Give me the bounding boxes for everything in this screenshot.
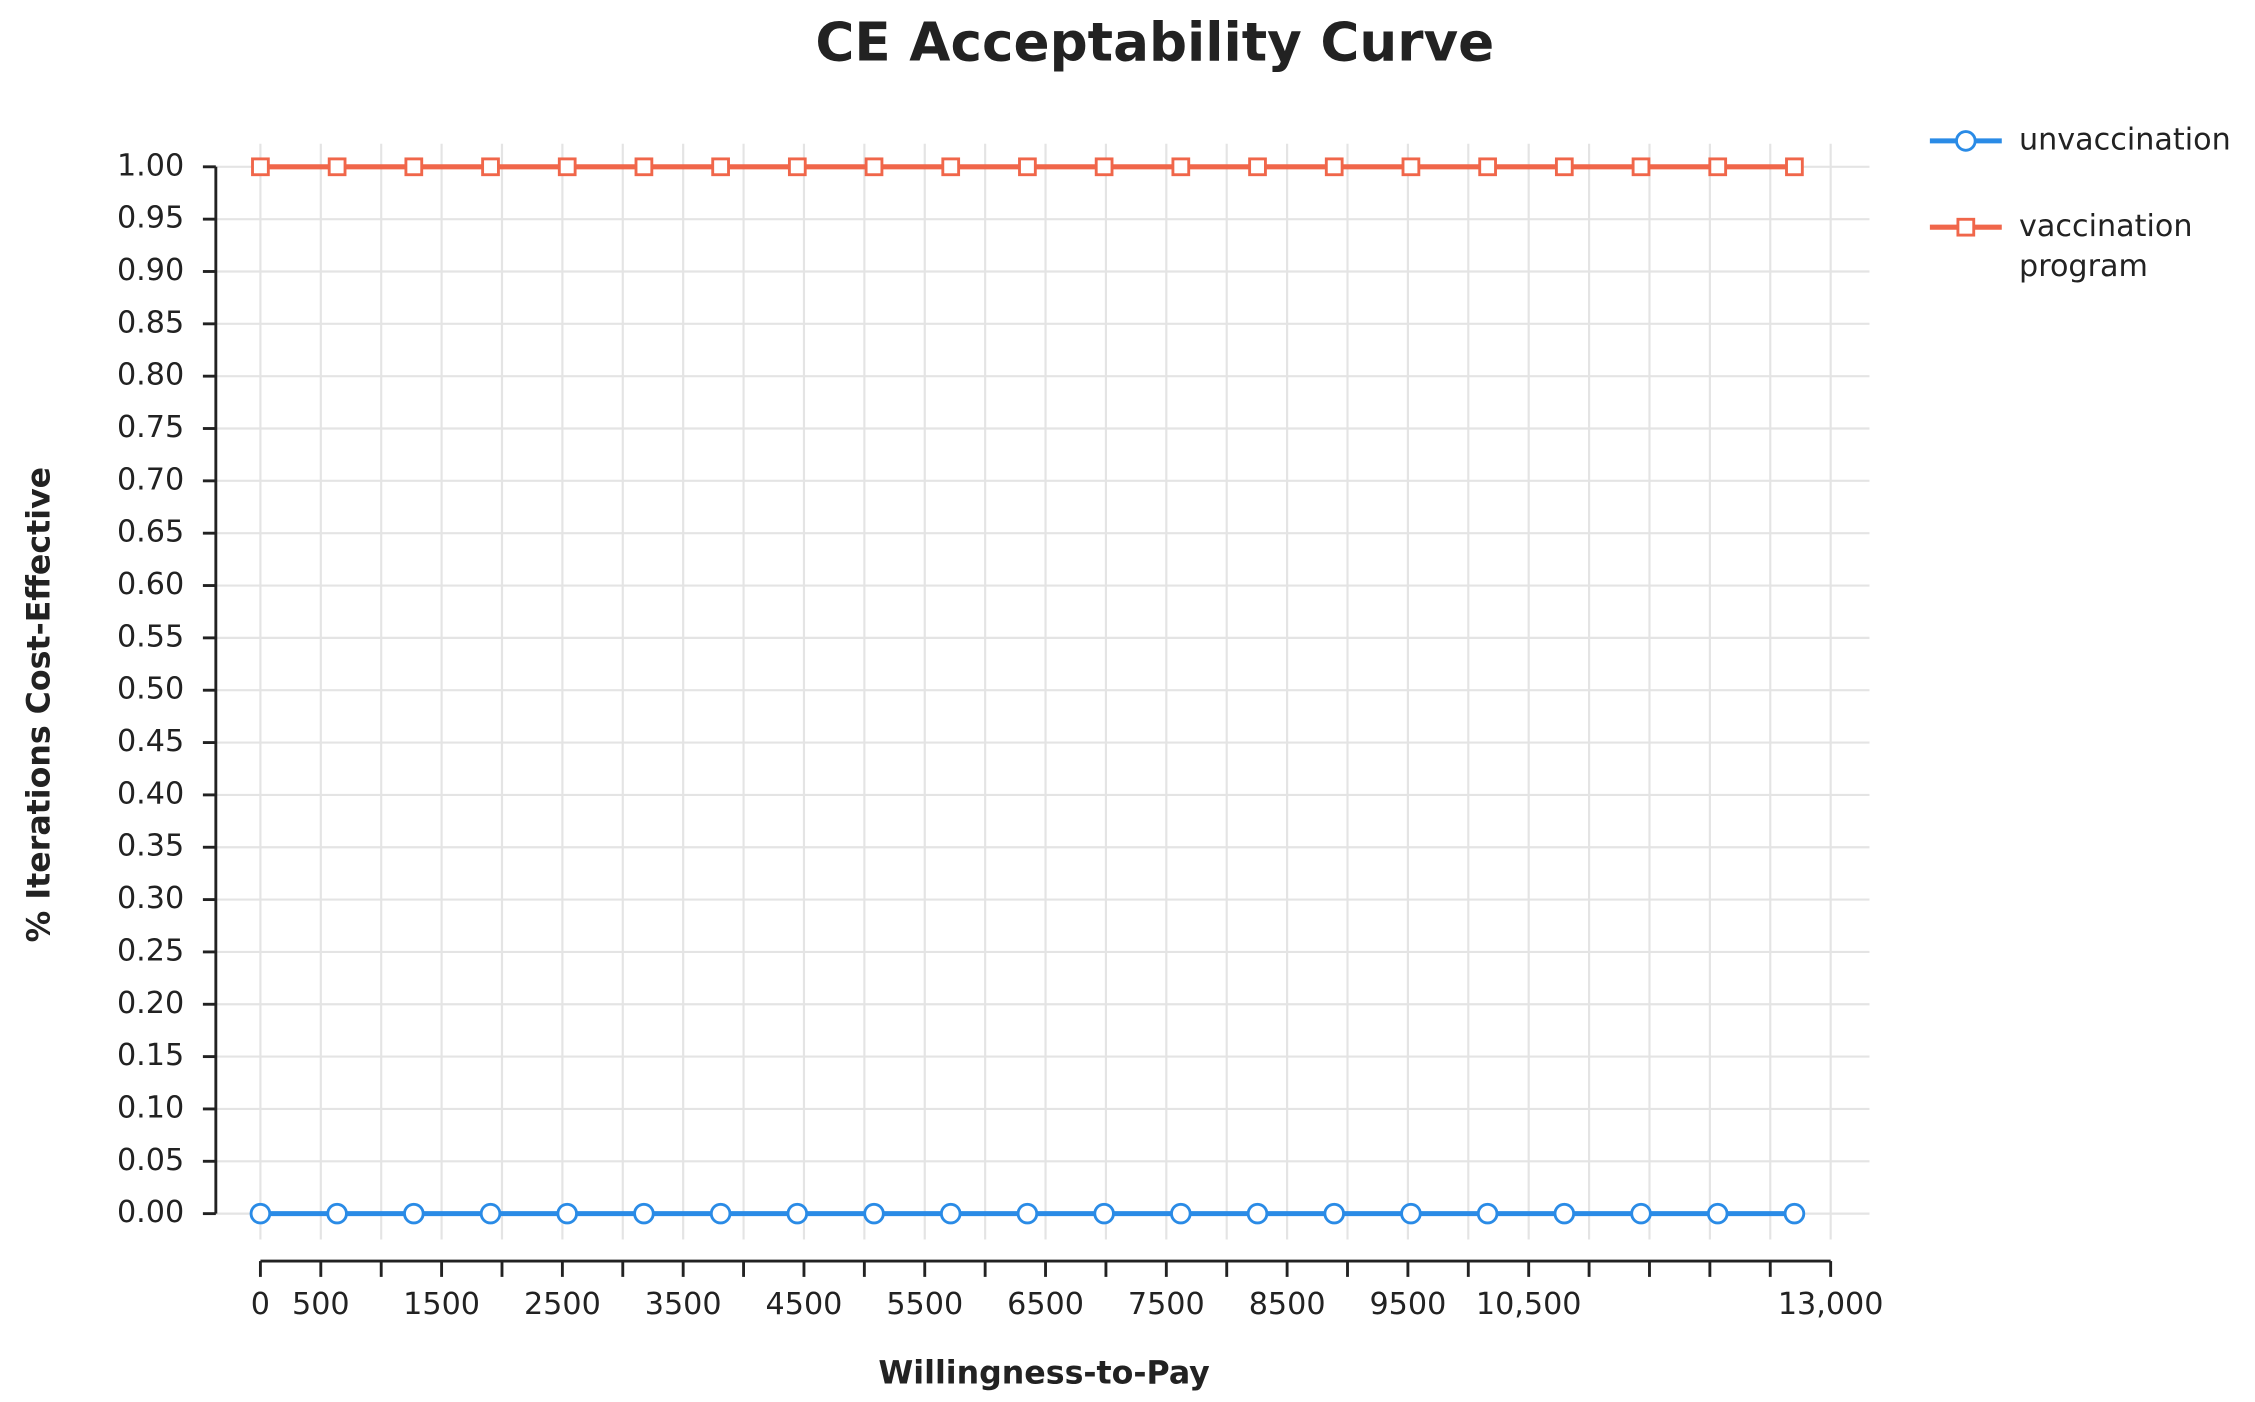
y-tick-label: 1.00 xyxy=(117,148,184,183)
marker xyxy=(1554,157,1574,177)
y-tick-label: 0.20 xyxy=(117,986,184,1021)
marker xyxy=(481,157,500,177)
marker xyxy=(1630,1202,1652,1225)
y-tick-label: 0.95 xyxy=(117,201,184,236)
legend-label: unvaccination xyxy=(2019,122,2231,157)
marker xyxy=(1706,1202,1729,1225)
x-tick-label: 7500 xyxy=(1128,1287,1205,1322)
y-tick-label: 0.80 xyxy=(117,358,184,393)
marker xyxy=(326,1202,348,1225)
y-tick-label: 0.10 xyxy=(117,1090,184,1125)
x-tick-label: 10,500 xyxy=(1476,1287,1582,1322)
marker xyxy=(633,1202,655,1225)
marker xyxy=(251,157,270,177)
x-axis-label: Willingness-to-Pay xyxy=(878,1356,1210,1392)
marker xyxy=(1956,217,1976,237)
marker xyxy=(479,1202,502,1225)
x-tick-label: 6500 xyxy=(1007,1287,1084,1322)
marker xyxy=(1400,1202,1422,1225)
plot xyxy=(249,157,1806,1225)
marker xyxy=(634,157,654,177)
marker xyxy=(864,157,884,177)
marker xyxy=(1323,1202,1346,1225)
y-tick-label: 0.70 xyxy=(117,462,184,497)
marker xyxy=(1094,157,1114,177)
marker xyxy=(327,157,347,177)
marker xyxy=(1246,1202,1269,1225)
marker xyxy=(939,1202,962,1225)
marker xyxy=(1170,1202,1192,1225)
marker xyxy=(1783,1202,1806,1225)
marker xyxy=(403,1202,425,1225)
y-tick-label: 0.25 xyxy=(117,933,184,968)
y-tick-label: 0.45 xyxy=(117,724,184,759)
x-tick-label: 2500 xyxy=(524,1287,601,1322)
chart-title: CE Acceptability Curve xyxy=(815,12,1494,74)
marker xyxy=(711,157,730,177)
x-tick-label: 500 xyxy=(292,1287,350,1322)
marker xyxy=(863,1202,885,1225)
marker xyxy=(1478,157,1497,177)
y-tick-label: 0.55 xyxy=(117,619,184,654)
x-tick-label: 9500 xyxy=(1369,1287,1446,1322)
marker xyxy=(1248,157,1267,177)
legend-entry: vaccination program xyxy=(2019,208,2193,284)
y-tick-label: 0.50 xyxy=(117,672,184,707)
marker xyxy=(1785,157,1804,177)
marker xyxy=(249,1202,272,1225)
axes: 0.00 0.05 0.10 0.15 0.20 0.25 0.30 0.35 0.40 0.45… xyxy=(117,148,1883,1322)
marker xyxy=(1171,157,1191,177)
y-tick-label: 0.15 xyxy=(117,1038,184,1073)
legend: unvaccination vaccination program xyxy=(1929,122,2231,284)
y-tick-label: 0.05 xyxy=(117,1143,184,1178)
y-tick-label: 0.85 xyxy=(117,305,184,340)
y-tick-label: 0.75 xyxy=(117,410,184,445)
marker xyxy=(709,1202,732,1225)
y-tick-label: 0.00 xyxy=(117,1195,184,1230)
y-tick-label: 0.90 xyxy=(117,253,184,288)
x-tick-label: 3500 xyxy=(645,1287,722,1322)
x-tick-label: 8500 xyxy=(1249,1287,1326,1322)
marker xyxy=(1553,1202,1576,1225)
y-tick-label: 0.40 xyxy=(117,776,184,811)
marker xyxy=(1476,1202,1499,1225)
marker xyxy=(1401,157,1421,177)
marker xyxy=(1018,157,1037,177)
marker xyxy=(556,1202,579,1225)
marker xyxy=(1955,130,1977,152)
x-tick-label: 1500 xyxy=(403,1287,480,1322)
marker xyxy=(1708,157,1728,177)
x-tick-label: 0 xyxy=(251,1287,270,1322)
marker xyxy=(787,157,807,177)
marker xyxy=(1324,157,1344,177)
y-tick-label: 0.35 xyxy=(117,829,184,864)
x-tick-label: 13,000 xyxy=(1778,1287,1884,1322)
y-tick-label: 0.30 xyxy=(117,881,184,916)
marker xyxy=(1093,1202,1115,1225)
marker xyxy=(404,157,424,177)
grid xyxy=(215,143,1870,1240)
y-tick-label: 0.65 xyxy=(117,515,184,550)
legend-entry: unvaccination xyxy=(2019,122,2231,157)
legend-label: vaccination program xyxy=(2019,208,2193,284)
marker xyxy=(786,1202,809,1225)
y-tick-label: 0.60 xyxy=(117,567,184,602)
marker xyxy=(941,157,961,177)
x-tick-label: 5500 xyxy=(886,1287,963,1322)
marker xyxy=(557,157,577,177)
x-tick-label: 4500 xyxy=(766,1287,843,1322)
marker xyxy=(1016,1202,1039,1225)
marker xyxy=(1631,157,1651,177)
y-axis-label: % Iterations Cost-Effective xyxy=(21,467,57,942)
